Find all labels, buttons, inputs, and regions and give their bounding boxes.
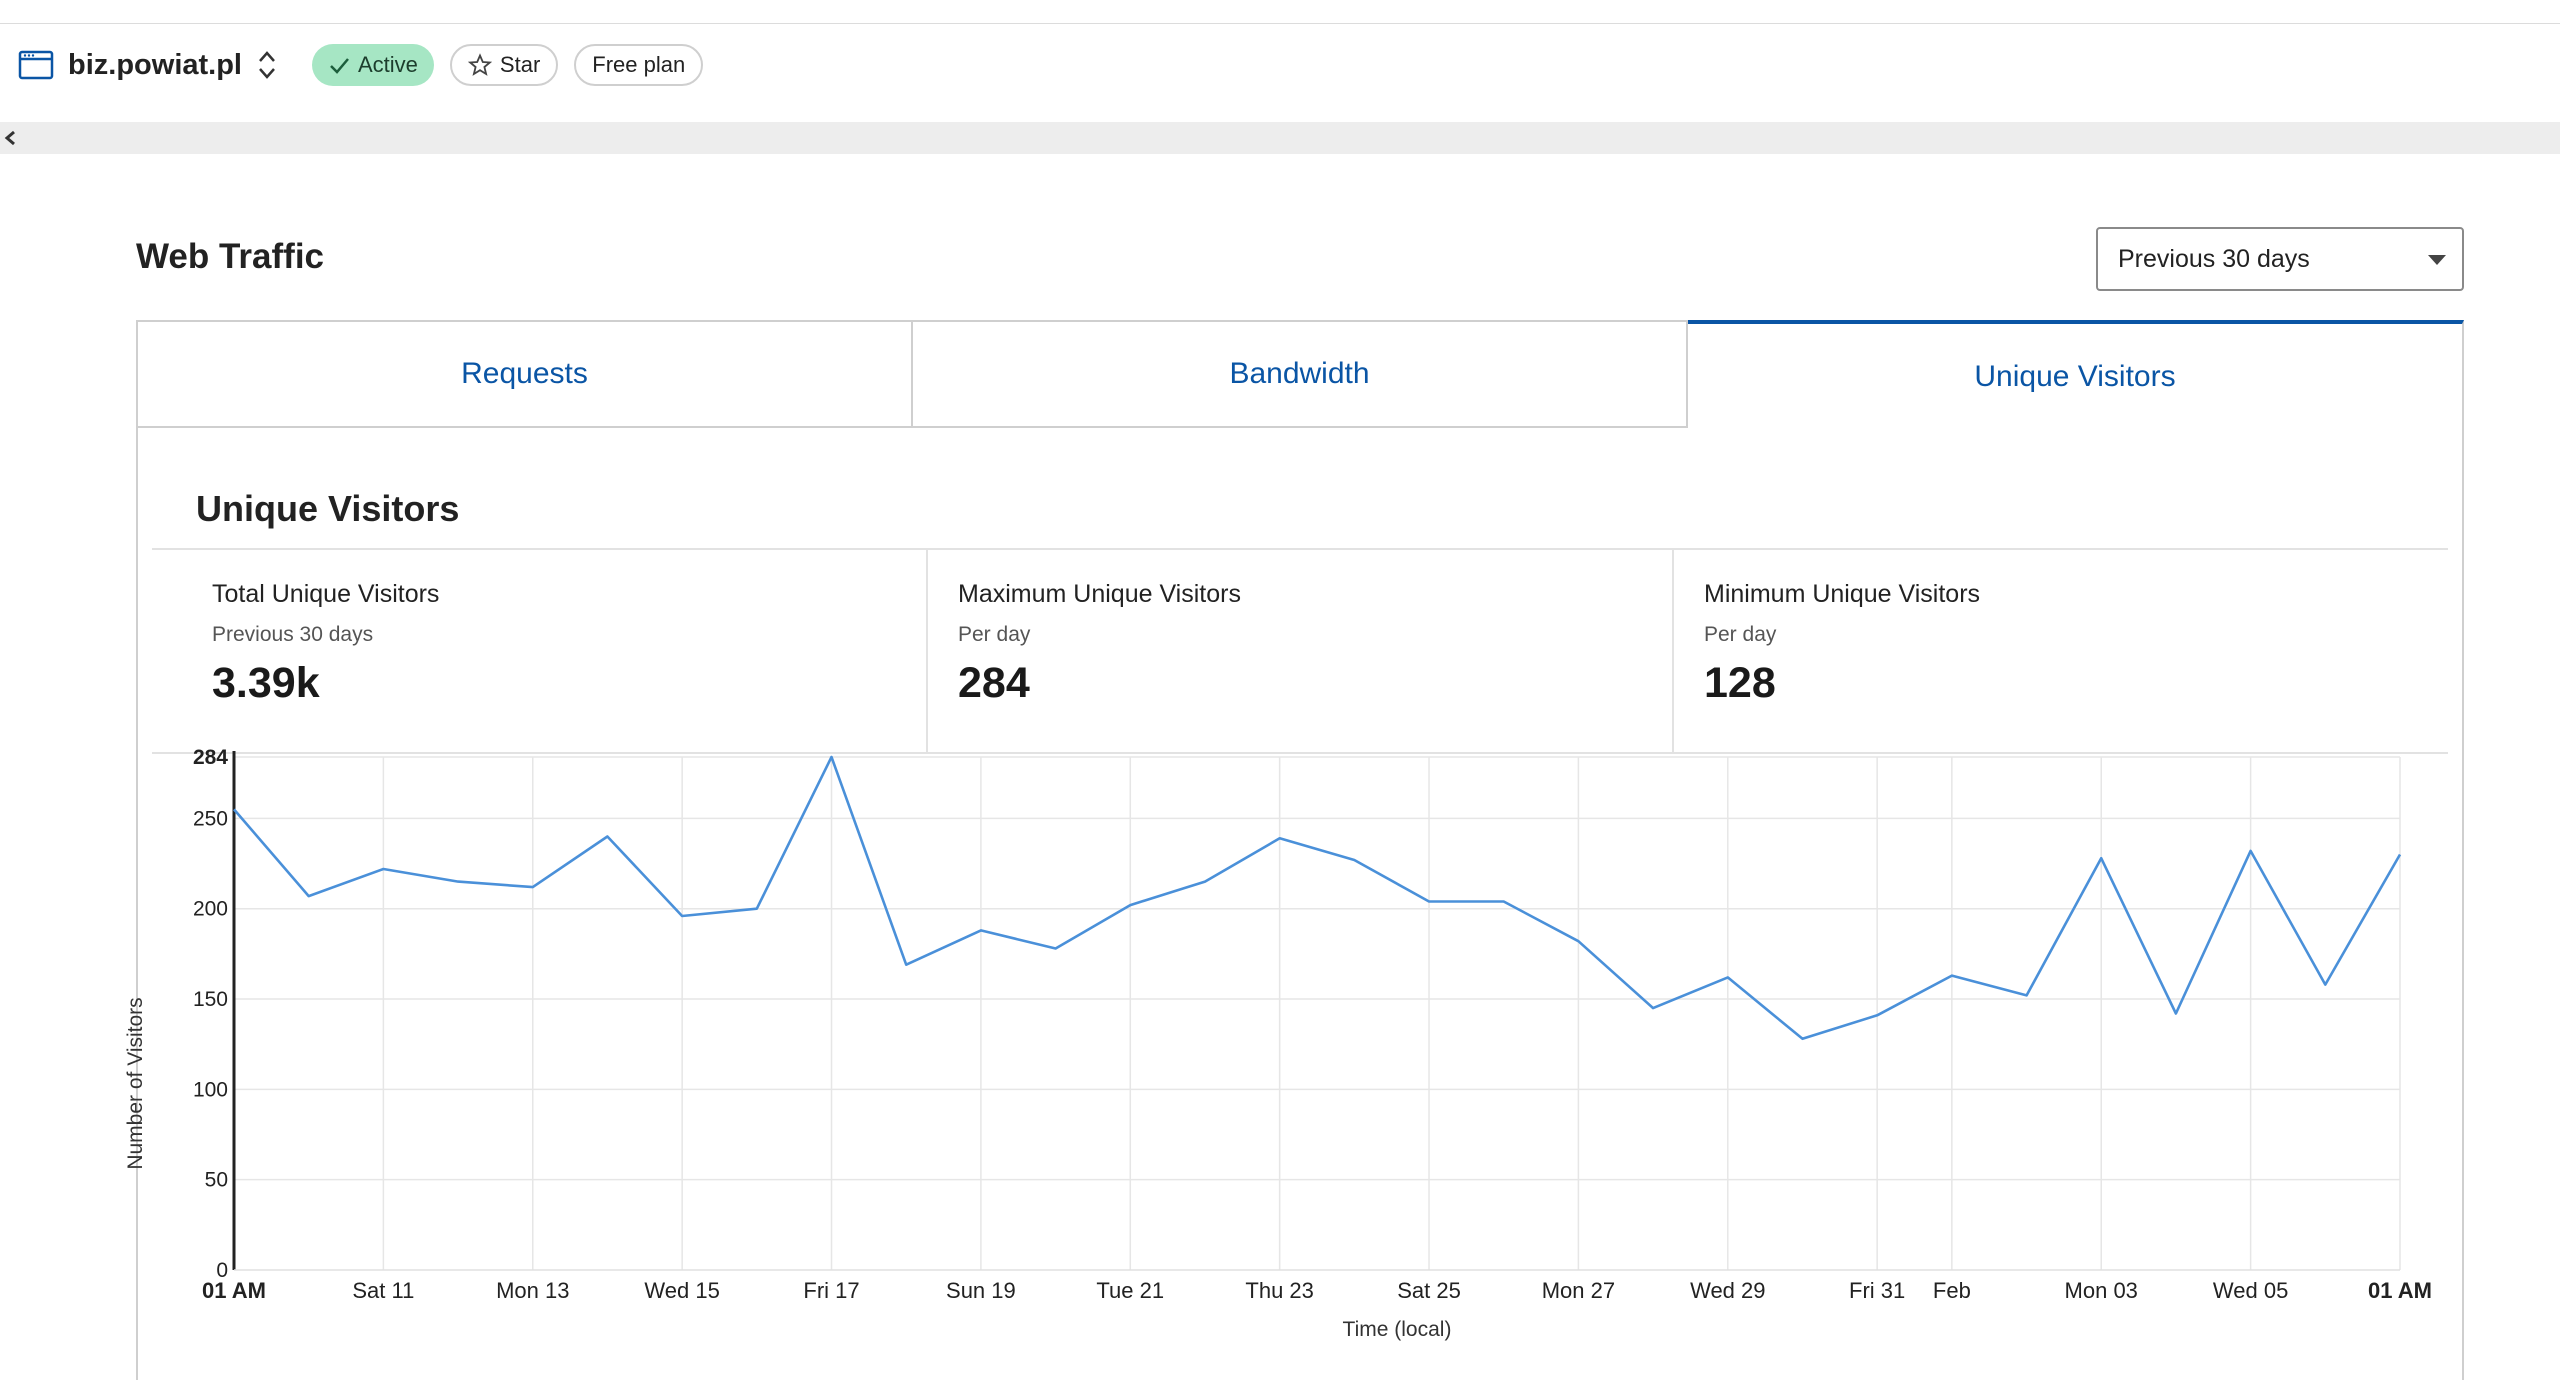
site-name[interactable]: biz.powiat.pl: [68, 48, 242, 81]
stat-sub: Per day: [1704, 623, 1777, 646]
x-tick-label: Feb: [1933, 1278, 1971, 1303]
stat-minimum: Minimum Unique Visitors Per day 128: [1704, 580, 1980, 708]
status-label: Active: [358, 52, 418, 77]
tab-label: Unique Visitors: [1974, 360, 2176, 393]
tab-label: Requests: [461, 357, 588, 390]
stat-value: 128: [1704, 659, 1776, 707]
traffic-panel: [136, 320, 2464, 1380]
y-tick-label: 50: [205, 1169, 228, 1192]
y-tick-label: 284: [193, 746, 228, 769]
stat-sub: Per day: [958, 623, 1031, 646]
page-title: Web Traffic: [136, 237, 325, 276]
x-tick-label: Wed 05: [2213, 1278, 2288, 1303]
x-tick-label: Wed 15: [644, 1278, 719, 1303]
x-tick-label: Tue 21: [1096, 1278, 1164, 1303]
plan-label: Free plan: [592, 52, 686, 77]
x-tick-label: 01 AM: [202, 1278, 266, 1303]
star-label: Star: [499, 52, 541, 77]
x-tick-label: Fri 17: [803, 1278, 859, 1303]
stat-total: Total Unique Visitors Previous 30 days 3…: [212, 580, 439, 708]
x-tick-label: Mon 03: [2065, 1278, 2138, 1303]
stat-divider: [926, 548, 928, 754]
stat-maximum: Maximum Unique Visitors Per day 284: [958, 580, 1241, 708]
tab-bandwidth[interactable]: Bandwidth: [911, 320, 1688, 428]
up-down-switch-icon[interactable]: [256, 48, 278, 82]
y-tick-label: 0: [216, 1259, 228, 1282]
card-divider-bottom: [152, 752, 2448, 754]
tab-label: Bandwidth: [1229, 357, 1370, 390]
unique-visitors-chart: 0 50 100 150 200 250 284 01 AM Sat 11 Mon 13 Wed 1…: [124, 746, 2432, 1341]
stat-sub: Previous 30 days: [212, 623, 374, 646]
stat-label: Minimum Unique Visitors: [1704, 580, 1981, 608]
tab-requests[interactable]: Requests: [136, 320, 913, 428]
dropdown-caret-icon: [2428, 255, 2446, 265]
y-tick-label: 150: [193, 988, 228, 1011]
tab-unique-visitors[interactable]: Unique Visitors: [1688, 320, 2464, 430]
x-tick-label: Sun 19: [946, 1278, 1016, 1303]
x-tick-label: Mon 27: [1542, 1278, 1615, 1303]
chevron-left-icon[interactable]: [2, 126, 18, 150]
status-badge: Active: [312, 44, 434, 86]
x-tick-label: Thu 23: [1245, 1278, 1314, 1303]
card-divider-top: [152, 548, 2448, 550]
y-tick-label: 250: [193, 807, 228, 830]
plan-badge[interactable]: Free plan: [574, 44, 704, 86]
site-header: biz.powiat.pl Active Star Free plan: [18, 42, 719, 88]
checkmark-icon: [330, 58, 349, 74]
x-axis-label: Time (local): [1343, 1318, 1452, 1341]
x-tick-label: Wed 29: [1690, 1278, 1765, 1303]
y-axis-label: Number of Visitors: [124, 997, 147, 1169]
stat-divider: [1672, 548, 1674, 754]
stat-value: 284: [958, 659, 1030, 707]
card-title: Unique Visitors: [196, 488, 460, 529]
y-tick-label: 200: [193, 898, 228, 921]
x-tick-label: Sat 25: [1397, 1278, 1461, 1303]
x-tick-label: 01 AM: [2368, 1278, 2432, 1303]
stat-label: Maximum Unique Visitors: [958, 580, 1241, 608]
stat-label: Total Unique Visitors: [212, 580, 440, 608]
browser-window-icon: [18, 50, 54, 80]
x-tick-label: Sat 11: [352, 1278, 414, 1303]
series-line: [233, 755, 2402, 1041]
period-select-value: Previous 30 days: [2118, 244, 2310, 273]
y-tick-label: 100: [193, 1078, 228, 1101]
stat-value: 3.39k: [212, 659, 320, 707]
x-tick-label: Fri 31: [1849, 1278, 1905, 1303]
x-tick-label: Mon 13: [496, 1278, 569, 1303]
period-select[interactable]: Previous 30 days: [2096, 227, 2464, 291]
collapse-bar: [0, 122, 2560, 154]
star-icon: [467, 53, 492, 76]
top-divider: [0, 23, 2560, 24]
star-button[interactable]: Star: [449, 44, 559, 86]
